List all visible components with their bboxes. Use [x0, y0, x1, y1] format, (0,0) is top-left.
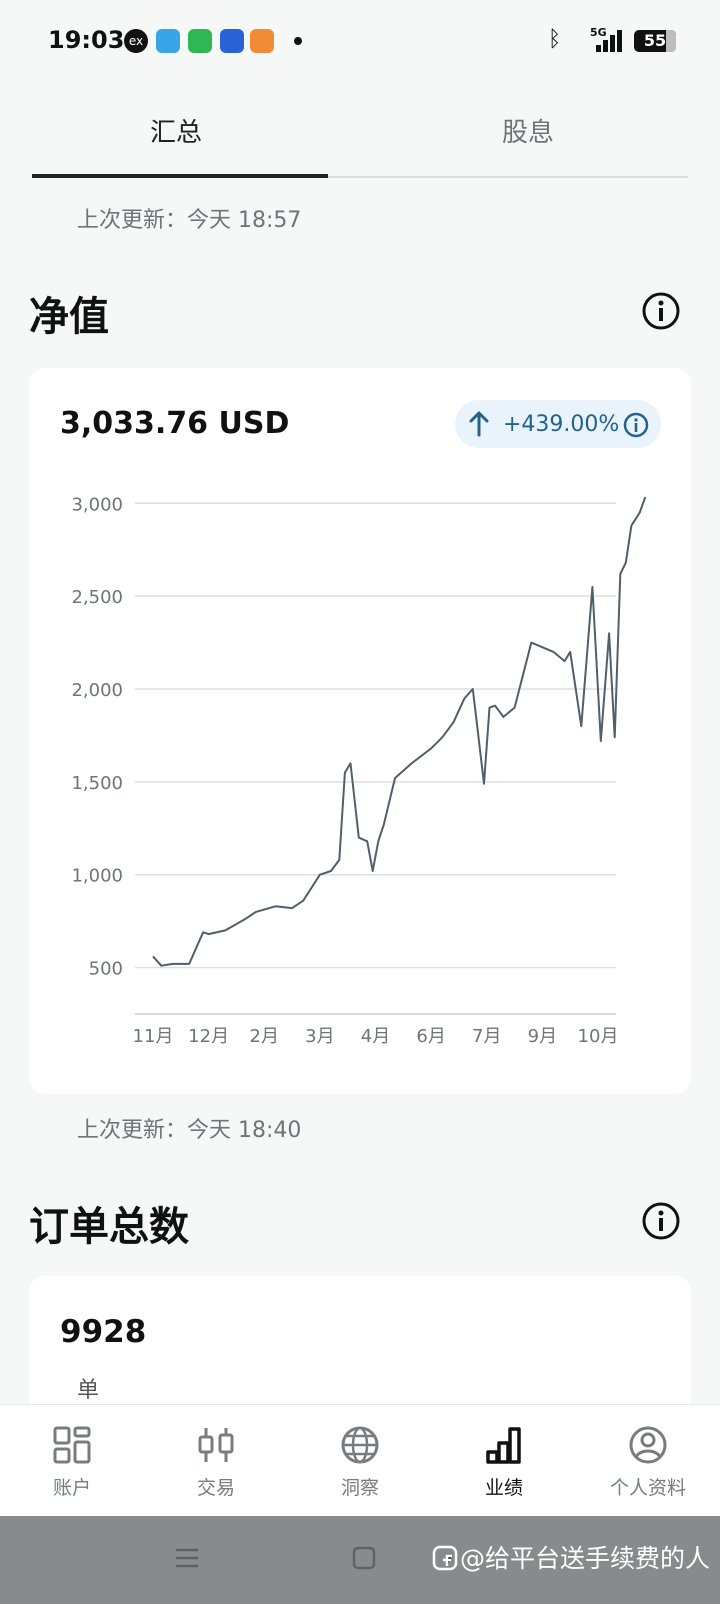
video-app-icon: [188, 29, 212, 53]
chart-x-tick-label: 10月: [578, 1026, 619, 1047]
active-tab-indicator: [32, 174, 328, 178]
growth-percentage: +439.00%: [503, 412, 620, 437]
chart-y-tick-label: 500: [89, 959, 123, 980]
candlestick-icon: [198, 1428, 234, 1462]
notification-dot-icon: [294, 37, 302, 45]
chart-x-tick-label: 11月: [133, 1026, 174, 1047]
browser-app-icon: [156, 29, 180, 53]
cloud-app-icon: [220, 29, 244, 53]
battery-icon: 55: [634, 30, 676, 52]
net-value-info-icon[interactable]: [641, 291, 681, 331]
chart-x-tick-label: 6月: [416, 1026, 445, 1047]
nav-profile[interactable]: 个人资料: [576, 1405, 720, 1517]
watermark-text: @给平台送手续费的人: [460, 1544, 711, 1573]
bluetooth-icon: ᛒ: [548, 27, 562, 52]
orders-card: 9928 单: [29, 1276, 691, 1426]
nav-performance[interactable]: 业绩: [432, 1405, 576, 1517]
chart-y-tick-label: 1,500: [71, 773, 123, 794]
order-unit: 单: [77, 1378, 100, 1403]
chart-x-tick-label: 9月: [528, 1026, 557, 1047]
growth-badge[interactable]: +439.00%: [455, 400, 661, 448]
recent-apps-icon[interactable]: [174, 1546, 200, 1570]
home-icon[interactable]: [352, 1546, 376, 1570]
signal-icon: [596, 30, 624, 52]
nav-insights-label: 洞察: [340, 1477, 379, 1499]
orders-title: 订单总数: [29, 1204, 189, 1250]
tab-summary[interactable]: 汇总: [150, 118, 203, 148]
net-value-title: 净值: [29, 294, 109, 340]
nav-account[interactable]: 账户: [0, 1405, 144, 1517]
chart-y-tick-label: 1,000: [71, 866, 123, 887]
profile-icon: [629, 1426, 667, 1464]
chart-y-tick-label: 2,500: [71, 587, 123, 608]
net-value-amount: 3,033.76 USD: [60, 406, 290, 441]
system-navigation-bar: @给平台送手续费的人: [0, 1516, 720, 1604]
net-value-chart: 500 1,000 1,500 2,000 2,500 3,000 11月 12月 2月 3月 4月…: [71, 494, 647, 1047]
page-tabs: 汇总 股息: [32, 90, 688, 178]
tab-dividends[interactable]: 股息: [502, 118, 555, 148]
order-count: 9928: [60, 1314, 147, 1350]
chart-x-tick-label: 4月: [361, 1026, 390, 1047]
growth-info-icon[interactable]: [623, 412, 649, 438]
network-type: 5G: [590, 26, 607, 39]
orange-app-icon: [250, 29, 274, 53]
bottom-navigation: 账户 交易 洞察 业绩 个人资料: [0, 1404, 720, 1517]
chart-x-tick-label: 2月: [250, 1026, 279, 1047]
chart-x-tick-label: 12月: [188, 1026, 229, 1047]
net-value-last-update: 上次更新：今天 18:57: [77, 208, 302, 233]
nav-performance-label: 业绩: [484, 1477, 523, 1499]
nav-trade[interactable]: 交易: [144, 1405, 288, 1517]
orders-last-update: 上次更新：今天 18:40: [77, 1118, 302, 1143]
chart-x-tick-label: 3月: [305, 1026, 334, 1047]
nav-trade-label: 交易: [196, 1477, 235, 1499]
globe-icon: [341, 1426, 379, 1464]
nav-profile-label: 个人资料: [609, 1477, 686, 1499]
net-value-card: 3,033.76 USD +439.00% 500 1,000 1,500 2,000…: [29, 368, 691, 1094]
chart-y-tick-label: 2,000: [71, 680, 123, 701]
nav-account-label: 账户: [52, 1477, 91, 1499]
status-bar: 19:03 ex ᛒ 5G 55: [0, 0, 720, 82]
nav-insights[interactable]: 洞察: [288, 1405, 432, 1517]
up-arrow-icon: [469, 411, 489, 437]
watermark: @给平台送手续费的人: [432, 1539, 710, 1575]
status-time: 19:03: [48, 26, 125, 54]
exness-app-icon: ex: [124, 29, 148, 53]
net-value-line: [152, 496, 647, 967]
dashboard-icon: [53, 1426, 91, 1464]
chart-x-tick-label: 7月: [472, 1026, 501, 1047]
bar-chart-icon: [486, 1427, 521, 1464]
orders-info-icon[interactable]: [641, 1201, 681, 1241]
social-logo-icon: [432, 1545, 458, 1571]
chart-y-tick-label: 3,000: [71, 494, 123, 515]
tab-track: [328, 176, 688, 178]
